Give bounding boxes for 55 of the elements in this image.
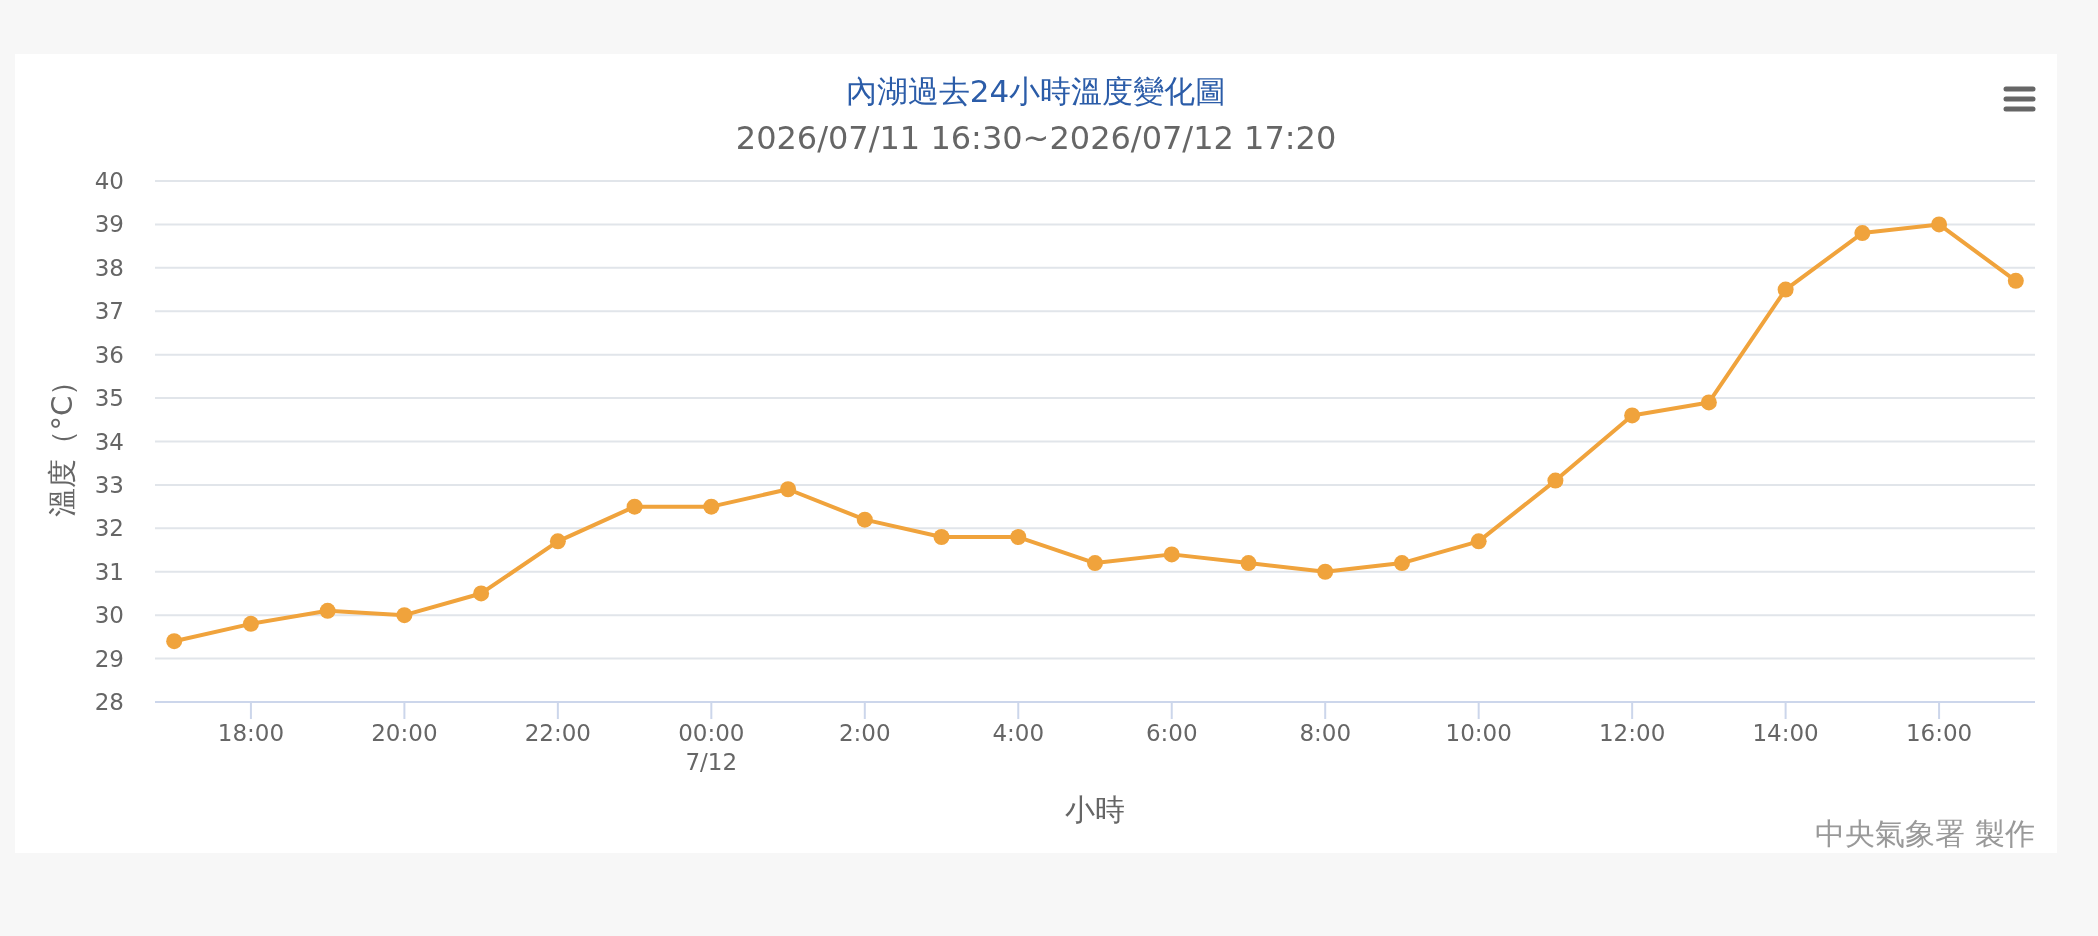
point	[703, 498, 720, 515]
x-tick-label: 20:00	[371, 720, 438, 746]
x-tick-label: 00:00 7/12	[678, 720, 745, 775]
y-tick-label: 31	[94, 558, 124, 585]
point	[626, 498, 643, 515]
point	[933, 529, 950, 546]
point	[1240, 555, 1257, 572]
y-tick-label: 34	[94, 428, 124, 455]
y-tick-label: 36	[94, 341, 124, 368]
title: 內湖過去24小時溫度變化圖	[845, 73, 1227, 109]
point	[1624, 407, 1641, 424]
point	[242, 615, 259, 632]
y-tick-label: 30	[94, 602, 124, 629]
x-tick-label: 12:00	[1599, 720, 1666, 746]
point	[1010, 529, 1027, 546]
point	[2007, 272, 2024, 289]
point	[166, 633, 183, 650]
point	[1700, 394, 1717, 411]
point	[1854, 225, 1871, 242]
y-tick-label: 35	[94, 385, 124, 412]
y-tick-label: 37	[94, 298, 124, 325]
y-tick-label: 28	[94, 689, 124, 715]
point	[473, 585, 490, 602]
point	[1931, 216, 1948, 233]
x-tick-label: 18:00	[217, 720, 285, 746]
x-tick-label: 8:00	[1299, 720, 1352, 746]
point	[1777, 281, 1794, 298]
y-axis-title: 溫度（°C）	[45, 366, 79, 518]
point	[1087, 555, 1103, 572]
point	[856, 511, 873, 528]
point	[1317, 563, 1334, 580]
y-tick-label: 38	[94, 254, 124, 281]
point	[1547, 472, 1564, 489]
point	[1470, 533, 1487, 550]
subtitle: 2026/07/11 16:30~2026/07/12 17:20	[735, 119, 1337, 157]
point	[319, 602, 336, 619]
x-tick-label: 10:00	[1445, 720, 1512, 746]
point	[549, 533, 566, 550]
y-tick-label: 32	[94, 515, 124, 542]
x-tick-label: 22:00	[524, 720, 591, 746]
y-tick-label: 29	[94, 645, 124, 672]
x-tick-label: 6:00	[1145, 720, 1198, 746]
annotation: 中央氣象署 製作	[1815, 815, 2035, 851]
x-tick-label: 2:00	[838, 720, 891, 746]
point	[396, 607, 413, 624]
x-axis-title: 小時	[1065, 791, 1125, 827]
y-tick-label: 33	[94, 471, 124, 498]
x-tick-label: 4:00	[992, 720, 1045, 746]
y-tick-label: 39	[94, 211, 124, 238]
x-tick-label: 14:00	[1752, 720, 1819, 746]
point	[1393, 555, 1410, 572]
point	[780, 481, 797, 498]
x-tick-label: 16:00	[1905, 720, 1973, 746]
point	[1163, 546, 1180, 563]
y-tick-label: 40	[94, 168, 124, 194]
